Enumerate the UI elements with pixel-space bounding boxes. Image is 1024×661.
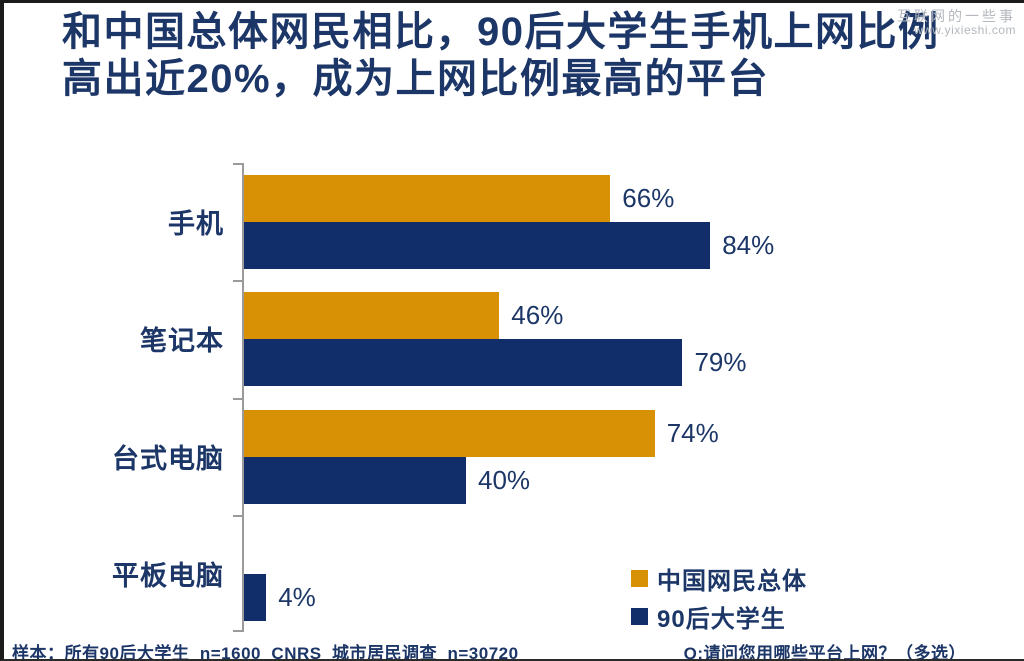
bar-post90s-students-laptop [244,339,683,387]
watermark: 互联网的一些事 www.yixieshi.com [897,8,1016,38]
watermark-url: www.yixieshi.com [913,23,1016,38]
bar-china-overall-mobile [244,175,611,222]
category-label-mobile: 手机 [168,209,224,240]
value-label-post90s-students-mobile: 84% [722,230,775,260]
category-label-laptop: 笔记本 [140,326,224,357]
legend-swatch-post90s-students [631,607,648,625]
axis-tick [233,163,244,165]
legend-swatch-china-overall [631,569,648,587]
axis-tick [233,514,244,517]
footnote-question: Q:请问您用哪些平台上网？（多选） [683,644,966,661]
legend: 中国网民总体 90后大学生 [631,559,807,635]
bar-chart: 手机笔记本台式电脑平板电脑 66% 46% 74% 84% 79% 40% 4% [4,163,1024,632]
bar-post90s-students-desktop [244,456,466,504]
legend-label-china-overall: 中国网民总体 [657,567,807,595]
value-label-post90s-students-tablet: 4% [278,581,316,612]
page-title: 和中国总体网民相比，90后大学生手机上网比例 高出近20%，成为上网比例最高的平… [62,9,1022,103]
value-label-post90s-students-laptop: 79% [694,347,747,378]
legend-label-post90s-students: 90后大学生 [657,605,786,633]
bar-post90s-students-tablet [244,573,267,621]
value-label-china-overall-desktop: 74% [666,417,719,448]
value-label-china-overall-mobile: 66% [622,183,675,213]
axis-tick [233,630,244,632]
footnote-sample: 样本：所有90后大学生 n=1600 CNRS 城市居民调查 n=30720 [12,644,519,661]
value-label-post90s-students-desktop: 40% [478,464,531,495]
category-label-desktop: 台式电脑 [112,443,224,474]
bar-post90s-students-mobile [244,222,711,269]
bar-china-overall-laptop [244,292,500,340]
watermark-text: 互联网的一些事 [897,8,1016,24]
axis-tick [233,397,244,400]
value-label-china-overall-laptop: 46% [511,300,564,331]
axis-tick [233,280,244,283]
legend-item-china-overall: 中国网民总体 [631,559,807,597]
legend-item-post90s-students: 90后大学生 [631,597,807,635]
bar-china-overall-desktop [244,409,655,457]
title-line-2: 高出近20%，成为上网比例最高的平台 [62,57,770,101]
category-label-tablet: 平板电脑 [112,560,224,591]
title-line-1: 和中国总体网民相比，90后大学生手机上网比例 [62,10,940,54]
